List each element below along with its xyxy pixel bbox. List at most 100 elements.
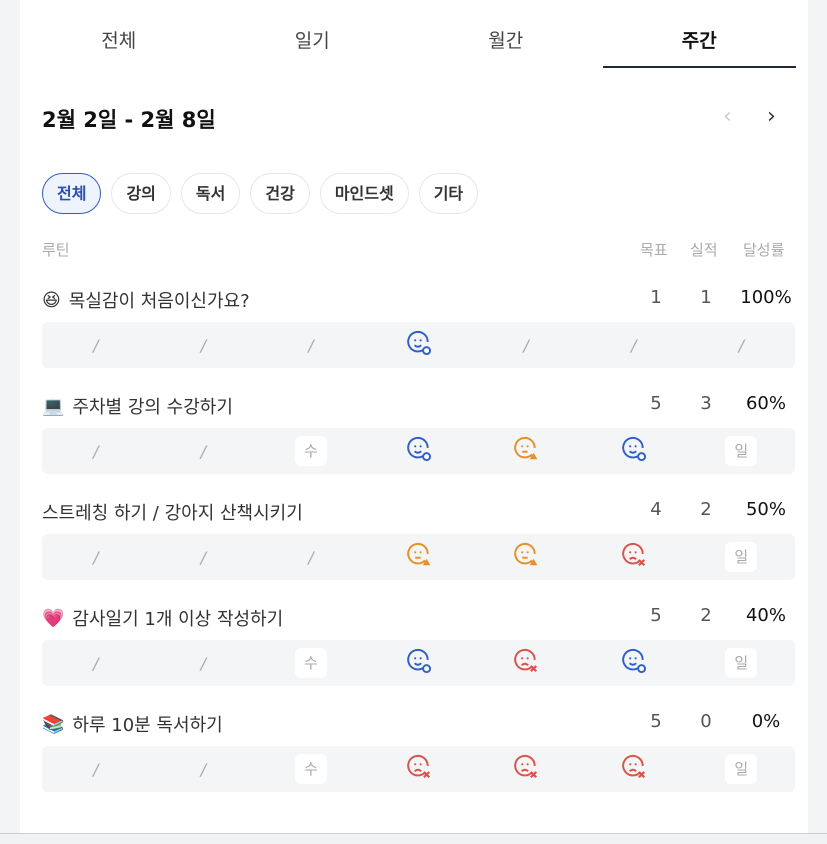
routine-week-bar: / / / 일 — [42, 534, 795, 580]
routine-title[interactable]: 📚 하루 10분 독서하기 — [42, 711, 223, 737]
weekday-label: 수 — [294, 754, 327, 784]
day-slot[interactable] — [365, 428, 473, 474]
day-slot[interactable]: / — [257, 534, 365, 580]
mood-warn-icon — [513, 436, 539, 466]
day-slot[interactable]: / — [42, 534, 150, 580]
no-record-mark: / — [308, 547, 314, 567]
mood-good-icon — [621, 648, 647, 678]
day-slot[interactable] — [580, 640, 688, 686]
tab-all[interactable]: 전체 — [101, 30, 137, 52]
day-slot[interactable]: / — [472, 322, 580, 368]
routine-name: 감사일기 1개 이상 작성하기 — [72, 609, 284, 630]
routine-rate: 100% — [740, 287, 792, 308]
day-slot[interactable]: 수 — [257, 428, 365, 474]
date-range-title: 2월 2일 - 2월 8일 — [42, 108, 216, 132]
chip-mindset[interactable]: 마인드셋 — [319, 173, 409, 214]
header-goal: 목표 — [640, 241, 668, 259]
day-slot[interactable]: / — [687, 322, 795, 368]
day-slot[interactable]: / — [150, 428, 258, 474]
day-slot[interactable] — [580, 428, 688, 474]
no-record-mark: / — [200, 759, 207, 779]
chip-etc[interactable]: 기타 — [418, 173, 479, 214]
routine-rate: 50% — [745, 499, 786, 520]
routine-actual: 1 — [700, 287, 712, 308]
day-slot[interactable]: / — [150, 322, 258, 368]
routine-rate: 60% — [745, 393, 786, 414]
routine-title[interactable]: 💻 주차별 강의 수강하기 — [42, 393, 233, 419]
no-record-mark: / — [93, 547, 99, 567]
day-slot[interactable]: / — [150, 746, 258, 792]
routine-actual: 0 — [700, 711, 712, 732]
routine-emoji-icon: 💻 — [42, 395, 65, 417]
day-slot[interactable] — [472, 640, 580, 686]
day-slot[interactable] — [472, 534, 580, 580]
day-slot[interactable] — [365, 746, 473, 792]
day-slot[interactable]: / — [42, 640, 150, 686]
prev-week-button[interactable]: ‹ — [723, 104, 732, 129]
routine-rate: 0% — [751, 711, 781, 732]
routine-title[interactable]: 💗 감사일기 1개 이상 작성하기 — [42, 605, 283, 631]
mood-good-icon — [406, 436, 432, 466]
mood-bad-icon — [513, 754, 539, 784]
day-slot[interactable]: / — [42, 746, 150, 792]
day-slot[interactable] — [580, 534, 688, 580]
routine-title[interactable]: 스트레칭 하기 / 강아지 산책시키기 — [42, 499, 303, 525]
no-record-mark: / — [200, 653, 207, 673]
routine-week-bar: / / / / / / — [42, 322, 795, 368]
routine-actual: 2 — [700, 605, 712, 626]
day-slot[interactable]: 수 — [257, 640, 365, 686]
tab-monthly[interactable]: 월간 — [488, 30, 524, 52]
chip-health[interactable]: 건강 — [250, 173, 310, 214]
no-record-mark: / — [93, 441, 99, 461]
day-slot[interactable]: 수 — [257, 746, 365, 792]
routine-actual: 3 — [700, 393, 712, 414]
chip-lecture[interactable]: 강의 — [111, 173, 171, 214]
bottom-bar — [0, 833, 827, 844]
routine-week-bar: / / 수 일 — [42, 428, 795, 474]
day-slot[interactable]: / — [42, 428, 150, 474]
day-slot[interactable]: 일 — [687, 534, 795, 580]
no-record-mark: / — [200, 441, 207, 461]
no-record-mark: / — [200, 547, 207, 567]
header-routine: 루틴 — [42, 241, 70, 259]
mood-good-icon — [406, 648, 432, 678]
day-slot[interactable]: / — [580, 322, 688, 368]
day-slot[interactable]: 일 — [687, 746, 795, 792]
day-slot[interactable] — [365, 322, 473, 368]
mood-good-icon — [406, 330, 432, 360]
day-slot[interactable] — [365, 640, 473, 686]
tab-weekly[interactable]: 주간 — [602, 20, 796, 68]
mood-warn-icon — [513, 542, 539, 572]
header-rate: 달성률 — [743, 241, 785, 259]
day-slot[interactable] — [472, 428, 580, 474]
no-record-mark: / — [93, 653, 99, 673]
routine-goal: 5 — [650, 393, 662, 414]
day-slot[interactable]: / — [42, 322, 150, 368]
chip-all[interactable]: 전체 — [42, 173, 102, 214]
next-week-button[interactable]: › — [767, 104, 776, 129]
routine-goal: 5 — [650, 605, 662, 626]
routine-title[interactable]: 😆 목실감이 처음이신가요? — [42, 287, 250, 313]
category-filters: 전체 강의 독서 건강 마인드셋 기타 — [42, 173, 479, 214]
day-slot[interactable] — [472, 746, 580, 792]
day-slot[interactable]: / — [150, 534, 258, 580]
mood-bad-icon — [406, 754, 432, 784]
no-record-mark: / — [630, 335, 637, 355]
day-slot[interactable]: 일 — [687, 428, 795, 474]
tab-diary[interactable]: 일기 — [294, 30, 330, 52]
no-record-mark: / — [93, 335, 99, 355]
day-slot[interactable] — [580, 746, 688, 792]
routine-rate: 40% — [745, 605, 786, 626]
weekday-label: 일 — [725, 542, 758, 572]
day-slot[interactable]: 일 — [687, 640, 795, 686]
mood-bad-icon — [621, 542, 647, 572]
day-slot[interactable]: / — [150, 640, 258, 686]
routine-emoji-icon: 😆 — [42, 289, 61, 311]
chip-reading[interactable]: 독서 — [180, 173, 241, 214]
day-slot[interactable] — [365, 534, 473, 580]
day-slot[interactable]: / — [257, 322, 365, 368]
routine-week-bar: / / 수 일 — [42, 746, 795, 792]
routine-name: 주차별 강의 수강하기 — [72, 397, 233, 418]
routine-goal: 4 — [650, 499, 662, 520]
mood-bad-icon — [513, 648, 539, 678]
